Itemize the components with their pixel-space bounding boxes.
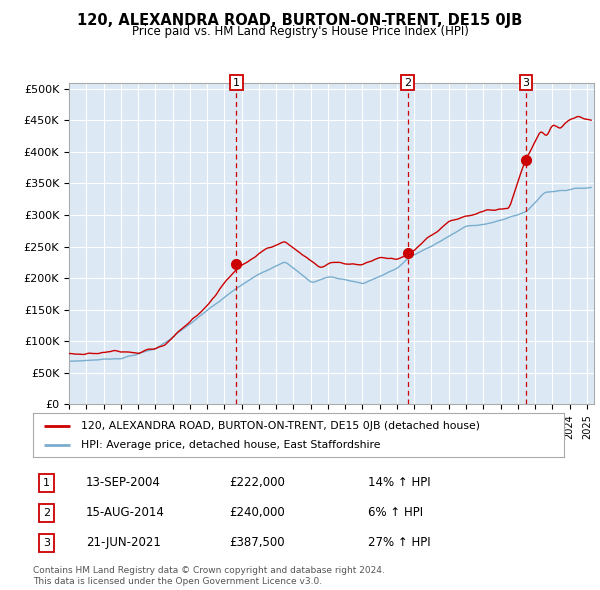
Text: 15-AUG-2014: 15-AUG-2014 <box>86 506 165 519</box>
Text: 14% ↑ HPI: 14% ↑ HPI <box>368 477 430 490</box>
Text: 3: 3 <box>43 537 50 548</box>
Text: 13-SEP-2004: 13-SEP-2004 <box>86 477 161 490</box>
Text: 2: 2 <box>43 508 50 518</box>
Text: 21-JUN-2021: 21-JUN-2021 <box>86 536 161 549</box>
Text: £387,500: £387,500 <box>229 536 285 549</box>
Text: 1: 1 <box>43 478 50 488</box>
Text: HPI: Average price, detached house, East Staffordshire: HPI: Average price, detached house, East… <box>81 440 380 450</box>
Text: 2: 2 <box>404 78 411 87</box>
Text: Price paid vs. HM Land Registry's House Price Index (HPI): Price paid vs. HM Land Registry's House … <box>131 25 469 38</box>
Text: 120, ALEXANDRA ROAD, BURTON-ON-TRENT, DE15 0JB: 120, ALEXANDRA ROAD, BURTON-ON-TRENT, DE… <box>77 13 523 28</box>
Text: 27% ↑ HPI: 27% ↑ HPI <box>368 536 430 549</box>
Text: 1: 1 <box>233 78 240 87</box>
Text: 6% ↑ HPI: 6% ↑ HPI <box>368 506 422 519</box>
Text: £222,000: £222,000 <box>229 477 286 490</box>
Text: Contains HM Land Registry data © Crown copyright and database right 2024.: Contains HM Land Registry data © Crown c… <box>33 566 385 575</box>
Text: £240,000: £240,000 <box>229 506 285 519</box>
Text: This data is licensed under the Open Government Licence v3.0.: This data is licensed under the Open Gov… <box>33 577 322 586</box>
Text: 120, ALEXANDRA ROAD, BURTON-ON-TRENT, DE15 0JB (detached house): 120, ALEXANDRA ROAD, BURTON-ON-TRENT, DE… <box>81 421 480 431</box>
Text: 3: 3 <box>523 78 529 87</box>
